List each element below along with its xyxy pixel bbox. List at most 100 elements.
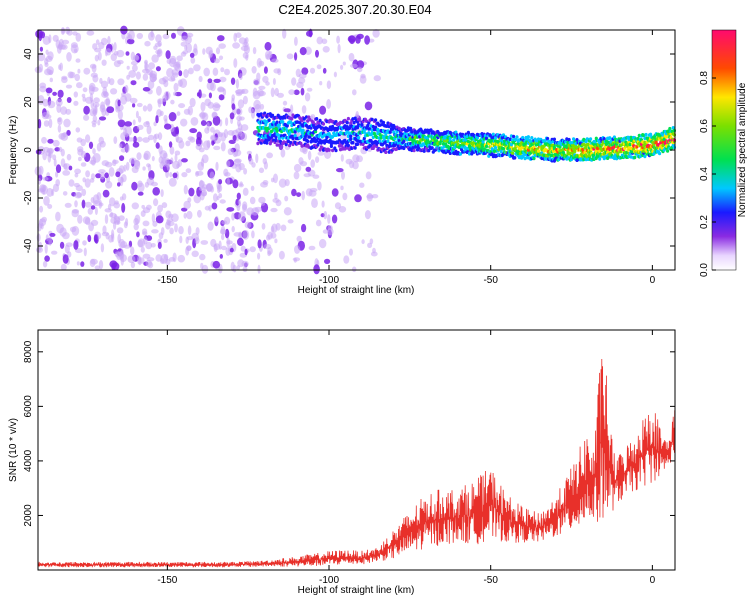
signal-band-cell xyxy=(257,129,261,133)
noise-blob xyxy=(257,239,262,249)
noise-blob xyxy=(116,49,125,58)
noise-blob xyxy=(244,248,248,256)
signal-band-cell xyxy=(598,157,602,161)
noise-blob xyxy=(92,148,96,155)
noise-blob xyxy=(230,261,235,272)
noise-blob xyxy=(106,106,115,114)
noise-blob xyxy=(146,257,155,262)
noise-blob xyxy=(90,156,97,166)
noise-blob xyxy=(126,65,130,70)
noise-blob xyxy=(135,71,141,80)
noise-blob xyxy=(293,163,302,173)
noise-blob xyxy=(74,200,78,208)
noise-blob xyxy=(219,254,223,259)
noise-blob xyxy=(137,239,144,248)
noise-blob xyxy=(100,37,108,46)
noise-blob xyxy=(225,247,231,256)
noise-blob xyxy=(209,171,215,180)
noise-blob xyxy=(312,174,320,179)
noise-blob xyxy=(310,159,316,168)
noise-blob xyxy=(75,127,81,133)
noise-blob xyxy=(76,192,82,198)
noise-blob xyxy=(66,52,72,62)
noise-blob xyxy=(144,61,148,71)
signal-band-cell xyxy=(589,137,593,141)
noise-blob xyxy=(142,166,146,171)
noise-blob xyxy=(116,227,124,234)
noise-blob xyxy=(73,240,79,250)
noise-blob xyxy=(90,72,98,78)
noise-blob xyxy=(43,196,50,206)
noise-blob xyxy=(202,48,206,55)
noise-blob xyxy=(206,183,212,192)
noise-blob xyxy=(60,263,67,271)
noise-blob xyxy=(80,162,87,167)
noise-blob xyxy=(35,29,44,39)
noise-blob xyxy=(364,35,370,45)
noise-blob xyxy=(338,206,347,213)
noise-blob xyxy=(132,141,140,148)
noise-blob xyxy=(67,251,72,258)
noise-blob xyxy=(64,202,72,208)
noise-blob xyxy=(255,153,259,164)
signal-band-cell xyxy=(511,134,516,139)
noise-blob xyxy=(261,223,266,230)
noise-blob xyxy=(120,95,128,105)
noise-blob xyxy=(36,246,43,253)
noise-blob xyxy=(89,63,97,69)
noise-blob xyxy=(63,163,68,170)
signal-band-cell xyxy=(493,145,498,150)
noise-blob xyxy=(231,94,235,102)
noise-blob xyxy=(169,146,175,155)
noise-blob xyxy=(171,32,176,39)
noise-blob xyxy=(359,75,367,84)
noise-blob xyxy=(171,69,179,76)
noise-blob xyxy=(88,141,94,149)
noise-blob xyxy=(236,115,243,122)
noise-blob xyxy=(142,105,148,112)
noise-blob xyxy=(163,152,168,159)
noise-blob xyxy=(178,226,184,235)
noise-blob xyxy=(158,77,167,85)
noise-blob xyxy=(119,155,125,162)
noise-blob xyxy=(252,47,257,55)
noise-blob xyxy=(151,54,159,63)
signal-band-cell xyxy=(325,135,329,140)
noise-blob xyxy=(184,45,188,51)
noise-blob xyxy=(133,135,137,144)
noise-blob xyxy=(65,84,73,89)
signal-band-cell xyxy=(264,122,268,127)
noise-blob xyxy=(87,207,94,215)
noise-blob xyxy=(342,61,346,66)
noise-blob xyxy=(77,68,81,74)
signal-band-cell xyxy=(481,139,485,144)
noise-blob xyxy=(347,35,356,43)
noise-blob xyxy=(186,32,194,38)
noise-blob xyxy=(52,91,57,96)
noise-blob xyxy=(220,141,226,152)
snr-x-axis-label: Height of straight line (km) xyxy=(298,585,415,596)
noise-blob xyxy=(341,171,345,180)
noise-blob xyxy=(142,231,148,236)
noise-blob xyxy=(131,181,138,191)
noise-blob xyxy=(278,250,285,260)
signal-band-cell xyxy=(644,132,648,137)
noise-blob xyxy=(89,178,95,183)
noise-blob xyxy=(283,108,292,113)
noise-blob xyxy=(267,246,273,255)
noise-blob xyxy=(187,197,192,203)
colorbar-tick-label: 0.8 xyxy=(699,71,710,85)
noise-blob xyxy=(199,192,205,201)
noise-blob xyxy=(142,87,151,92)
noise-blob xyxy=(157,99,162,108)
noise-blob xyxy=(145,120,150,125)
noise-blob xyxy=(39,205,44,213)
noise-blob xyxy=(153,121,157,127)
noise-blob xyxy=(75,32,82,42)
noise-blob xyxy=(73,91,79,98)
noise-blob xyxy=(169,171,173,178)
noise-blob xyxy=(238,183,244,188)
noise-blob xyxy=(373,75,381,82)
noise-blob xyxy=(242,266,248,272)
noise-blob xyxy=(137,182,145,193)
